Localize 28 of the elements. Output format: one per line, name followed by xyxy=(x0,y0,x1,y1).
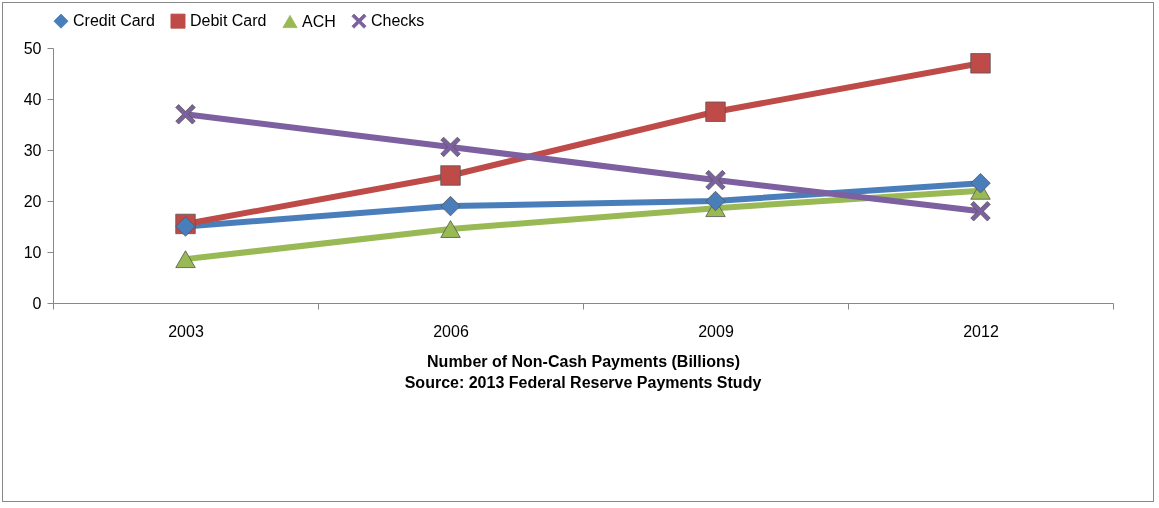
y-tick-label: 30 xyxy=(23,141,42,159)
x-tick-label: 2006 xyxy=(433,322,469,340)
x-axis-title: Number of Non-Cash Payments (Billions) xyxy=(427,352,740,370)
x-tick-label: 2003 xyxy=(168,322,204,340)
x-tick-label: 2012 xyxy=(963,322,999,340)
point xyxy=(970,53,991,74)
y-tick-label: 40 xyxy=(23,90,42,108)
legend-label: Debit Card xyxy=(190,12,267,30)
y-tick-label: 50 xyxy=(23,39,42,57)
legend-label: ACH xyxy=(302,12,336,30)
x-tick-label: 2009 xyxy=(698,322,734,340)
point xyxy=(440,220,461,238)
legend-label: Credit Card xyxy=(73,12,155,30)
point xyxy=(705,190,726,212)
y-tick-label: 10 xyxy=(23,243,42,261)
point xyxy=(440,136,461,158)
point xyxy=(705,169,726,191)
point xyxy=(970,173,991,194)
legend-label: Checks xyxy=(371,12,425,30)
source-note: Source: 2013 Federal Reserve Payments Study xyxy=(404,374,762,391)
point xyxy=(175,250,196,268)
y-tick-label: 20 xyxy=(23,192,42,210)
point xyxy=(175,104,196,125)
point xyxy=(440,165,461,186)
point xyxy=(440,195,461,217)
y-tick-label: 0 xyxy=(32,294,42,312)
point xyxy=(970,201,991,222)
point xyxy=(705,101,726,122)
